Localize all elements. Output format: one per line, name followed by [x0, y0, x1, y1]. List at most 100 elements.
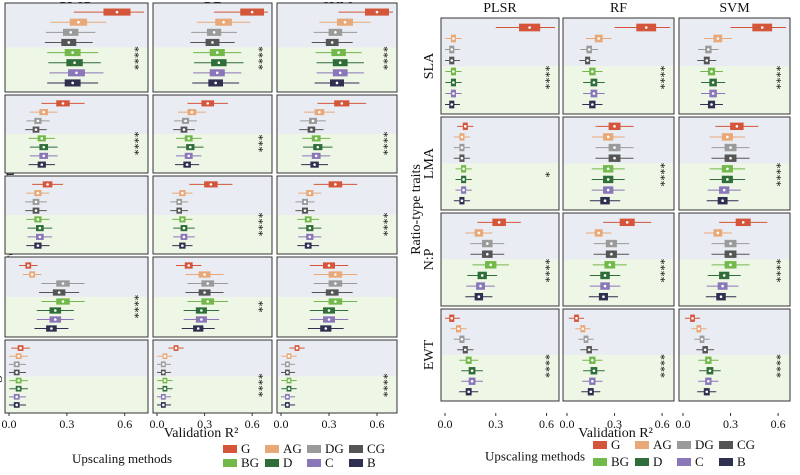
median-dot-b	[306, 244, 310, 247]
median-dot-b	[710, 103, 713, 106]
legend-item-ag: AG	[265, 441, 302, 456]
median-dot-cg	[310, 128, 313, 131]
legend-label: D	[283, 455, 292, 470]
legend-label: B	[367, 455, 376, 470]
median-dot-bg	[591, 358, 594, 362]
median-dot-c	[327, 318, 331, 321]
significance-stars: ****	[380, 46, 394, 70]
cell-n-rf: ****	[152, 2, 273, 93]
median-dot-dg	[729, 242, 732, 245]
legend-label: C	[325, 455, 334, 470]
median-dot-g	[741, 221, 745, 224]
cell-bg-lower	[563, 259, 674, 306]
legend-item-c: C	[677, 454, 704, 469]
median-dot-d	[462, 178, 465, 181]
cell-np-svm: ****	[678, 212, 791, 307]
cell-p-plsr: ****	[4, 256, 149, 338]
median-dot-cg	[57, 291, 61, 294]
legend-swatch	[677, 458, 691, 466]
median-dot-dg	[334, 31, 337, 34]
median-dot-dg	[700, 337, 704, 341]
median-dot-c	[308, 235, 312, 239]
x-tick-label: 0.3	[488, 417, 503, 431]
cell-border	[276, 339, 398, 414]
legend-item-d: D	[635, 454, 662, 469]
median-dot-cg	[67, 41, 71, 44]
median-dot-d	[217, 61, 221, 64]
legend-swatch	[719, 441, 733, 449]
cell-border	[276, 256, 398, 338]
median-dot-d	[711, 81, 715, 84]
cell-n-plsr: ****	[4, 2, 149, 93]
median-dot-g	[735, 125, 739, 128]
cell-lignin-plsr	[4, 339, 149, 414]
median-dot-d	[316, 145, 320, 149]
median-dot-g	[250, 10, 254, 14]
median-dot-dg	[206, 282, 210, 285]
cell-ewt-rf: ****	[562, 308, 675, 402]
median-dot-cg	[450, 59, 454, 62]
median-dot-ag	[343, 20, 347, 24]
x-tick-label: 0.3	[607, 417, 622, 431]
median-dot-g	[115, 10, 119, 14]
median-dot-ag	[716, 231, 720, 235]
significance-stars: ****	[657, 163, 671, 187]
median-dot-cg	[464, 348, 467, 352]
median-dot-g	[209, 183, 213, 186]
median-dot-c	[591, 379, 594, 383]
significance-stars: ****	[657, 66, 671, 90]
median-dot-b	[602, 295, 605, 298]
legend-label: B	[737, 454, 746, 469]
legend-label: DG	[325, 441, 344, 456]
median-dot-bg	[462, 167, 465, 171]
median-dot-ag	[457, 327, 460, 331]
significance-stars: ****	[542, 354, 556, 378]
median-dot-d	[189, 145, 192, 149]
x-tick-label: 0.3	[59, 417, 74, 431]
median-dot-bg	[707, 358, 710, 362]
legend-label: AG	[283, 441, 302, 456]
median-dot-b	[324, 327, 328, 330]
row-label-np: N:P	[422, 248, 437, 270]
median-dot-d	[708, 369, 712, 373]
cell-border	[678, 116, 791, 211]
legend-swatch	[677, 441, 691, 449]
median-dot-g	[760, 26, 764, 29]
median-dot-bg	[40, 137, 44, 140]
median-dot-ag	[36, 191, 40, 195]
row-label-cellulose: Cellulose	[0, 108, 3, 161]
median-dot-cg	[610, 252, 613, 256]
median-dot-bg	[36, 218, 40, 221]
cell-border	[440, 17, 560, 115]
median-dot-g	[340, 102, 344, 105]
legend-item-ag: AG	[635, 437, 672, 452]
median-dot-dg	[610, 242, 613, 245]
median-dot-bg	[467, 358, 470, 362]
legend-item-cg: CG	[349, 441, 385, 456]
median-dot-ag	[222, 20, 225, 24]
median-dot-bg	[314, 137, 318, 140]
cell-bg-lower	[679, 163, 790, 210]
row-label-ewt: EWT	[422, 339, 437, 370]
median-dot-d	[603, 274, 607, 277]
median-dot-dg	[15, 363, 19, 366]
cell-lma-svm: ****	[678, 116, 791, 211]
legend-item-c: C	[307, 455, 334, 470]
significance-stars: ****	[380, 212, 394, 236]
legend-item-dg: DG	[307, 441, 344, 456]
median-dot-ag	[334, 273, 337, 276]
legend-swatch	[349, 445, 363, 453]
median-dot-c	[75, 71, 78, 75]
median-dot-c	[182, 235, 186, 239]
legend-item-cg: CG	[719, 437, 755, 452]
median-dot-d	[53, 309, 57, 312]
median-dot-cg	[460, 156, 464, 160]
median-dot-c	[452, 92, 455, 95]
median-dot-b	[313, 163, 316, 166]
cell-bg-lower	[563, 66, 674, 114]
median-dot-d	[722, 274, 726, 277]
median-dot-b	[214, 81, 217, 85]
cell-lwc-svm: ****	[276, 175, 398, 255]
